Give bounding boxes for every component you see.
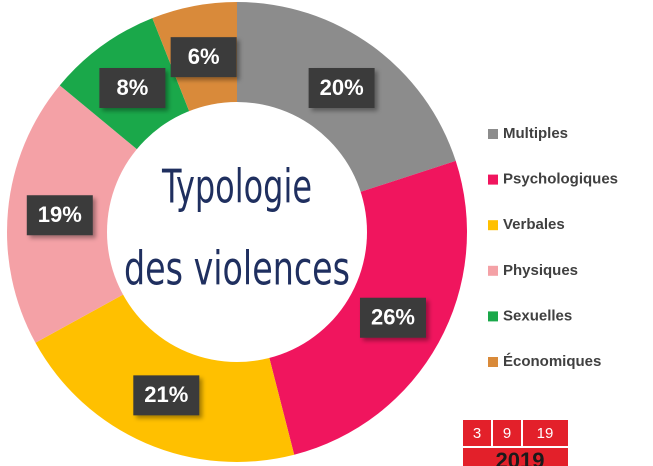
legend-swatch: [488, 220, 498, 231]
data-label-box: [99, 67, 166, 108]
legend-label: Verbales: [503, 216, 565, 233]
logo-box: [463, 420, 491, 446]
data-label: 26%: [371, 305, 415, 330]
data-label: 6%: [188, 44, 220, 69]
center-title: des violences: [124, 242, 350, 296]
logo-box: [493, 420, 521, 446]
data-label-box: [26, 195, 93, 236]
data-label: 19%: [38, 202, 82, 227]
logo-box: [523, 420, 568, 446]
legend: Multiples Psychologiques Verbales Physiques…: [488, 125, 618, 370]
center-title: Typologie: [161, 160, 312, 214]
logo-text: 19: [537, 425, 554, 442]
data-label-box: [170, 37, 237, 78]
legend-label: Économiques: [503, 353, 601, 370]
data-label-box: [308, 67, 375, 108]
legend-label: Physiques: [503, 262, 578, 279]
data-label: 8%: [116, 75, 148, 100]
legend-swatch: [488, 357, 498, 367]
legend-swatch: [488, 265, 498, 276]
data-label-box: [133, 375, 200, 416]
data-label-box: [359, 297, 426, 338]
legend-label: Psychologiques: [503, 171, 618, 188]
legend-swatch: [488, 311, 498, 322]
legend-swatch: [488, 174, 498, 185]
legend-label: Sexuelles: [503, 307, 572, 324]
donut-hole: [107, 102, 367, 362]
data-label: 20%: [320, 75, 364, 100]
logo-text: 3: [473, 425, 481, 442]
logo: 3 9 19 2019: [463, 420, 568, 466]
legend-swatch: [488, 129, 498, 139]
legend-label: Multiples: [503, 125, 568, 142]
logo-text: 9: [503, 425, 511, 442]
data-labels: 20% 26% 21% 19% 8% 6%: [26, 37, 426, 416]
logo-band: [463, 448, 568, 466]
data-label: 21%: [144, 382, 188, 407]
logo-text: 2019: [496, 448, 545, 466]
